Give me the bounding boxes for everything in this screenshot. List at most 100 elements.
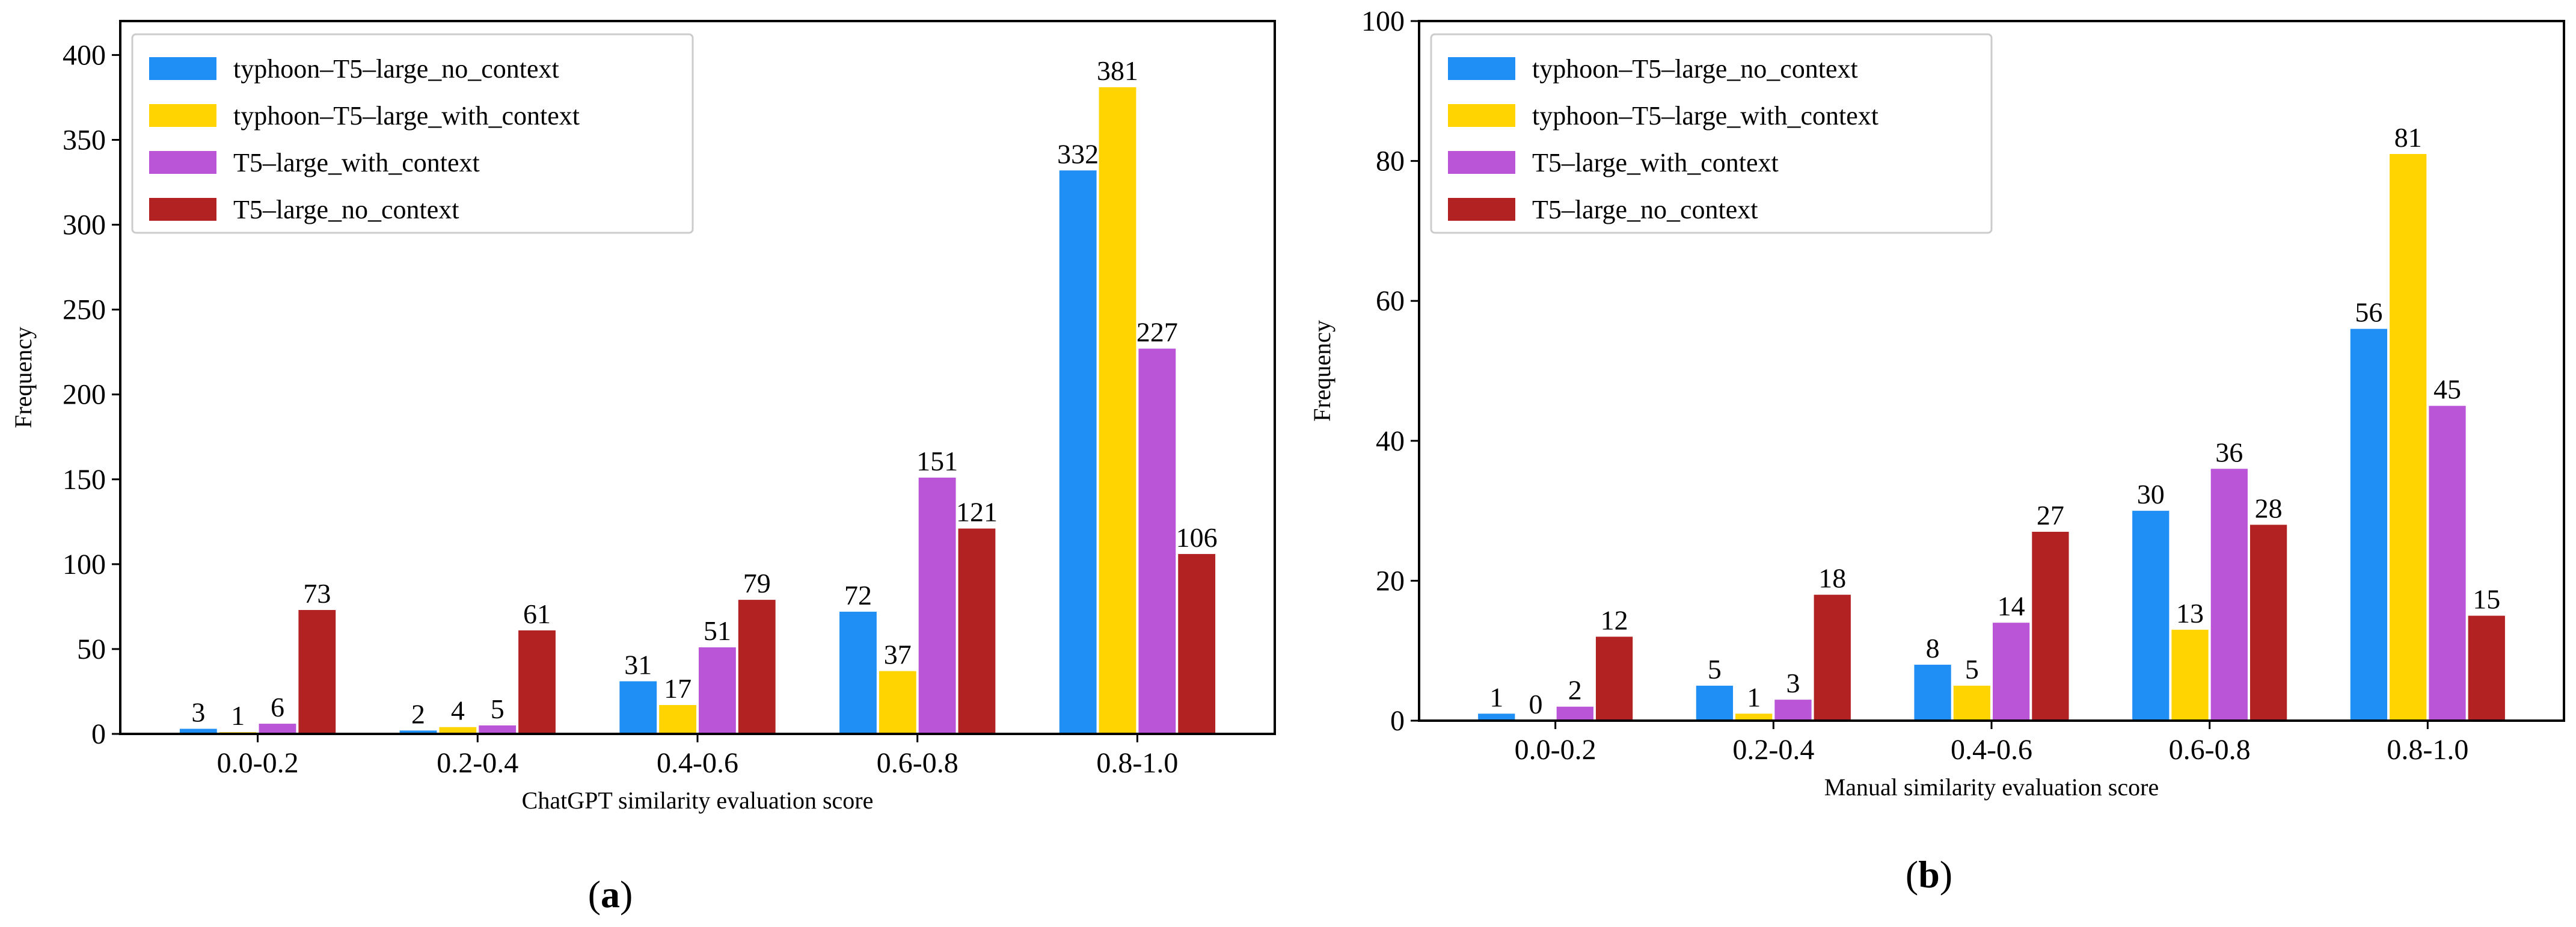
bar-0.4-0.6-3: [2032, 531, 2069, 721]
y-tick-label: 350: [63, 125, 106, 156]
legend-entry-1: typhoon–T5–large_with_context: [233, 101, 580, 131]
y-tick-label: 250: [63, 294, 106, 326]
legend-entry-2: T5–large_with_context: [1532, 148, 1779, 177]
bar-0.0-0.2-0: [1478, 713, 1515, 721]
data-label: 15: [2473, 584, 2500, 615]
panel-label-open-paren: (: [588, 873, 601, 916]
bar-0.2-0.4-3: [518, 630, 556, 734]
data-label: 1: [1747, 682, 1761, 712]
data-label: 3: [1786, 668, 1800, 698]
bar-0.4-0.6-3: [738, 600, 776, 734]
bar-0.2-0.4-2: [479, 725, 517, 734]
bar-0.6-0.8-3: [2249, 525, 2287, 721]
data-label: 2: [1568, 675, 1582, 706]
y-tick-label: 40: [1376, 425, 1405, 457]
bar-0.8-1.0-1: [2390, 153, 2427, 721]
data-label: 61: [523, 599, 551, 629]
data-label: 14: [1998, 591, 2025, 621]
data-label: 30: [2137, 479, 2165, 510]
bar-0.2-0.4-0: [399, 730, 437, 734]
panel-label-letter: a: [601, 873, 620, 916]
bar-0.4-0.6-2: [1993, 623, 2030, 721]
panel-label-letter: b: [1918, 853, 1940, 896]
data-label: 72: [844, 580, 872, 611]
bar-0.8-1.0-3: [1178, 553, 1216, 734]
bar-0.4-0.6-0: [1914, 664, 1951, 721]
data-label: 5: [491, 694, 504, 724]
y-tick-label: 50: [77, 633, 106, 665]
data-label: 4: [451, 695, 465, 726]
bar-0.2-0.4-3: [1814, 594, 1851, 721]
legend-swatch-3: [149, 198, 216, 221]
data-label: 36: [2215, 437, 2243, 467]
data-label: 12: [1601, 605, 1628, 635]
data-label: 31: [624, 650, 652, 680]
data-label: 1: [1489, 682, 1503, 712]
x-tick-label: 0.2-0.4: [1732, 734, 1814, 766]
y-axis-title: Frequency: [1308, 320, 1336, 422]
bar-0.6-0.8-0: [839, 611, 877, 734]
bar-0.2-0.4-1: [439, 727, 477, 734]
bar-0.8-1.0-2: [2429, 405, 2466, 721]
legend-entry-2: T5–large_with_context: [233, 148, 480, 177]
y-tick-label: 300: [63, 209, 106, 241]
bar-0.6-0.8-3: [958, 528, 996, 734]
bar-0.0-0.2-2: [259, 724, 296, 734]
y-tick-label: 100: [63, 549, 106, 581]
bar-0.0-0.2-2: [1556, 706, 1593, 721]
data-label: 13: [2176, 598, 2204, 629]
x-tick-label: 0.2-0.4: [437, 747, 518, 779]
bar-0.8-1.0-1: [1099, 87, 1136, 734]
legend-entry-0: typhoon–T5–large_no_context: [1532, 54, 1858, 84]
x-tick-label: 0.0-0.2: [217, 747, 299, 779]
x-tick-label: 0.0-0.2: [1515, 734, 1596, 766]
legend: typhoon–T5–large_no_context typhoon–T5–la…: [1430, 33, 1993, 234]
bar-0.2-0.4-0: [1696, 685, 1734, 721]
y-tick-label: 0: [91, 718, 106, 750]
legend-entry-3: T5–large_no_context: [1532, 195, 1758, 224]
bar-0.6-0.8-1: [879, 671, 916, 734]
y-tick-label: 400: [63, 39, 106, 71]
x-tick-label: 0.8-1.0: [2387, 734, 2468, 766]
data-label: 51: [704, 615, 731, 646]
legend: typhoon–T5–large_no_context typhoon–T5–la…: [131, 33, 694, 234]
legend-entry-3: T5–large_no_context: [233, 195, 459, 224]
panel-label: (a): [588, 873, 633, 916]
legend-swatch-2: [1448, 151, 1515, 174]
bar-0.6-0.8-1: [2171, 629, 2209, 721]
bar-0.0-0.2-3: [1595, 636, 1633, 721]
x-tick-label: 0.4-0.6: [1951, 734, 2032, 766]
bar-0.6-0.8-2: [2210, 469, 2248, 721]
y-tick-label: 60: [1376, 285, 1405, 317]
legend-swatch-3: [1448, 198, 1515, 221]
bar-0.6-0.8-2: [918, 477, 956, 734]
y-axis-title: Frequency: [10, 327, 37, 428]
bar-0.0-0.2-0: [179, 728, 217, 734]
data-label: 1: [231, 700, 245, 731]
bar-0.8-1.0-0: [2350, 328, 2388, 721]
y-tick-label: 150: [63, 464, 106, 496]
data-label: 0: [1529, 689, 1543, 719]
legend-swatch-1: [149, 104, 216, 127]
data-label: 3: [191, 697, 205, 728]
legend-box: [131, 33, 694, 234]
bar-0.8-1.0-0: [1059, 170, 1097, 734]
y-tick-label: 100: [1361, 5, 1405, 37]
data-label: 45: [2433, 374, 2461, 405]
bar-0.4-0.6-2: [699, 647, 736, 734]
y-tick-label: 0: [1390, 705, 1405, 737]
bar-0.2-0.4-2: [1774, 700, 1812, 721]
data-label: 5: [1708, 654, 1722, 685]
y-tick-label: 200: [63, 379, 106, 411]
x-tick-label: 0.6-0.8: [2169, 734, 2251, 766]
data-label: 151: [916, 446, 958, 476]
data-label: 8: [1926, 633, 1940, 664]
legend-entry-1: typhoon–T5–large_with_context: [1532, 101, 1878, 131]
legend-box: [1430, 33, 1993, 234]
data-label: 6: [271, 692, 284, 722]
y-tick-label: 80: [1376, 146, 1405, 177]
data-label: 27: [2037, 500, 2064, 531]
bar-0.8-1.0-3: [2468, 615, 2505, 721]
